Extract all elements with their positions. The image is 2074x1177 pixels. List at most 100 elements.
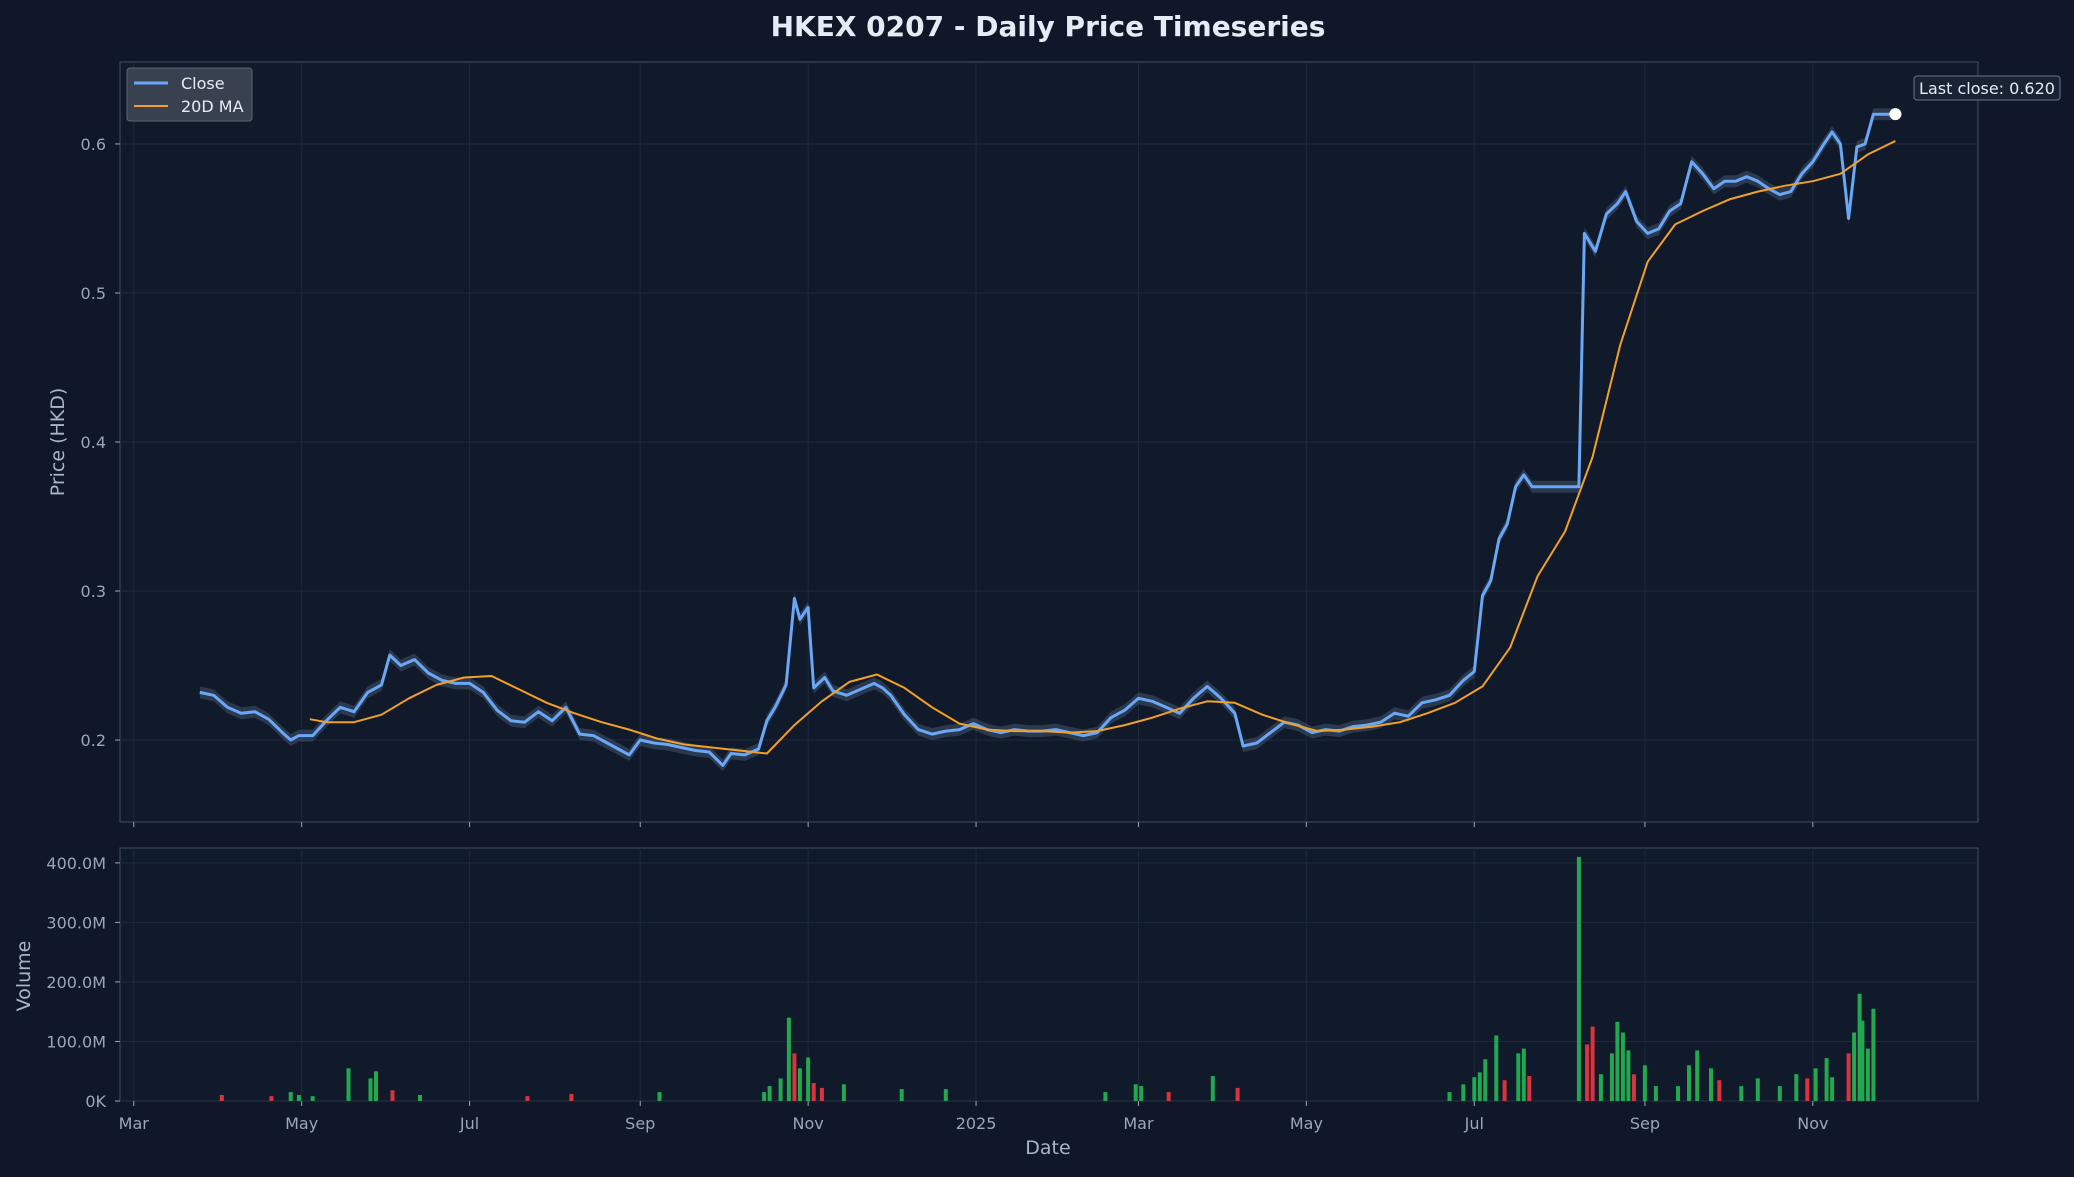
x-tick-label-2: Jul <box>459 1114 479 1133</box>
volume-bar-67 <box>1857 993 1862 1101</box>
price-y-ticks: 0.2 0.3 0.4 0.5 0.6 <box>81 135 120 750</box>
series-20d-ma-line <box>309 140 1896 755</box>
volume-bar-25 <box>1103 1092 1108 1101</box>
volume-bar-8 <box>390 1090 395 1101</box>
volume-bar-22 <box>841 1084 846 1101</box>
volume-bar-42 <box>1585 1044 1590 1101</box>
volume-bar-20 <box>811 1083 816 1101</box>
volume-bar-9 <box>418 1095 422 1101</box>
x-tick-label-4: Nov <box>793 1114 824 1133</box>
volume-bar-50 <box>1642 1065 1647 1101</box>
volume-bar-68 <box>1860 1020 1865 1101</box>
volume-y-tick-label-1: 100.0M <box>46 1032 106 1051</box>
volume-y-tick-label-2: 200.0M <box>46 973 106 992</box>
x-tick-label-9: Sep <box>1630 1114 1660 1133</box>
chart-title: HKEX 0207 - Daily Price Timeseries <box>771 10 1326 43</box>
volume-bar-66 <box>1852 1032 1857 1101</box>
volume-bar-4 <box>310 1096 315 1101</box>
price-y-tick-label-2: 0.4 <box>81 433 106 452</box>
volume-bar-34 <box>1477 1072 1482 1101</box>
volume-bar-31 <box>1447 1092 1452 1101</box>
volume-bar-30 <box>1235 1087 1240 1101</box>
volume-bar-26 <box>1133 1084 1138 1101</box>
volume-bar-64 <box>1830 1077 1835 1101</box>
volume-bar-58 <box>1755 1078 1760 1101</box>
volume-bar-2 <box>288 1092 293 1101</box>
volume-bar-47 <box>1620 1032 1625 1101</box>
volume-bar-39 <box>1521 1048 1526 1101</box>
volume-panel <box>119 847 1979 1102</box>
volume-bar-12 <box>657 1092 662 1101</box>
volume-bar-7 <box>374 1071 378 1101</box>
volume-bar-49 <box>1631 1074 1636 1101</box>
volume-bar-69 <box>1865 1048 1870 1101</box>
price-y-tick-label-3: 0.5 <box>81 284 106 303</box>
volume-bar-14 <box>767 1086 772 1101</box>
x-tick-label-7: May <box>1290 1114 1323 1133</box>
price-y-tick-label-1: 0.3 <box>81 582 106 601</box>
legend-label-close: Close <box>181 74 225 93</box>
price-y-tick-label-4: 0.6 <box>81 135 106 154</box>
x-tick-label-6: Mar <box>1123 1114 1154 1133</box>
volume-gridlines <box>120 848 1978 1102</box>
volume-bar-37 <box>1502 1080 1507 1101</box>
volume-bar-5 <box>346 1068 351 1101</box>
volume-bar-41 <box>1576 856 1581 1101</box>
volume-bar-17 <box>792 1053 797 1101</box>
volume-bar-3 <box>296 1095 301 1101</box>
volume-y-tick-label-4: 400.0M <box>46 854 106 873</box>
volume-bar-38 <box>1516 1053 1521 1101</box>
volume-bar-24 <box>943 1089 948 1101</box>
volume-bar-28 <box>1166 1092 1171 1101</box>
volume-bar-19 <box>806 1057 811 1101</box>
last-close-marker <box>1889 108 1902 121</box>
volume-bar-6 <box>368 1078 373 1101</box>
volume-bar-51 <box>1653 1086 1658 1101</box>
volume-bar-15 <box>778 1078 783 1101</box>
volume-bar-48 <box>1626 1050 1631 1101</box>
legend-label-ma: 20D MA <box>181 97 244 116</box>
volume-y-axis-label: Volume <box>13 941 35 1012</box>
volume-y-ticks: 0K 100.0M 200.0M 300.0M 400.0M <box>46 854 120 1111</box>
last-close-annotation: Last close: 0.620 <box>1889 75 2061 121</box>
volume-bars <box>219 856 1876 1101</box>
volume-bar-23 <box>899 1089 904 1101</box>
volume-bar-43 <box>1590 1026 1595 1101</box>
volume-bar-59 <box>1777 1086 1782 1101</box>
volume-bar-27 <box>1139 1086 1144 1101</box>
volume-bar-35 <box>1483 1059 1488 1101</box>
x-axis-ticks: Mar May Jul Sep Nov 2025 Mar May Jul Sep Nov <box>119 1101 1828 1133</box>
last-close-text: Last close: 0.620 <box>1919 79 2055 98</box>
volume-bar-62 <box>1813 1068 1818 1101</box>
x-tick-label-1: May <box>285 1114 318 1133</box>
volume-bar-40 <box>1527 1076 1532 1101</box>
volume-bar-46 <box>1615 1021 1620 1101</box>
volume-bar-52 <box>1676 1086 1680 1101</box>
x-tick-label-0: Mar <box>119 1114 150 1133</box>
series-close-line <box>199 112 1896 767</box>
legend: Close 20D MA <box>126 67 253 122</box>
x-tick-label-8: Jul <box>1464 1114 1484 1133</box>
volume-bar-11 <box>569 1093 574 1101</box>
volume-bar-16 <box>786 1017 791 1101</box>
volume-bar-13 <box>762 1092 767 1101</box>
x-tick-label-5: 2025 <box>956 1114 997 1133</box>
x-tick-label-10: Nov <box>1797 1114 1828 1133</box>
volume-bar-61 <box>1805 1078 1810 1101</box>
volume-bar-53 <box>1687 1065 1691 1101</box>
volume-bar-55 <box>1709 1068 1713 1101</box>
volume-bar-29 <box>1210 1076 1215 1101</box>
volume-bar-18 <box>797 1068 802 1101</box>
price-y-axis-label: Price (HKD) <box>47 388 69 497</box>
price-y-tick-label-0: 0.2 <box>81 731 106 750</box>
volume-bar-65 <box>1846 1053 1851 1101</box>
volume-bar-63 <box>1824 1058 1829 1101</box>
volume-bar-10 <box>525 1096 530 1101</box>
volume-bar-21 <box>819 1087 824 1101</box>
volume-bar-70 <box>1871 1008 1876 1101</box>
volume-y-tick-label-3: 300.0M <box>46 913 106 932</box>
legend-box <box>126 67 253 122</box>
volume-bar-60 <box>1794 1074 1799 1101</box>
volume-bar-45 <box>1609 1053 1614 1101</box>
